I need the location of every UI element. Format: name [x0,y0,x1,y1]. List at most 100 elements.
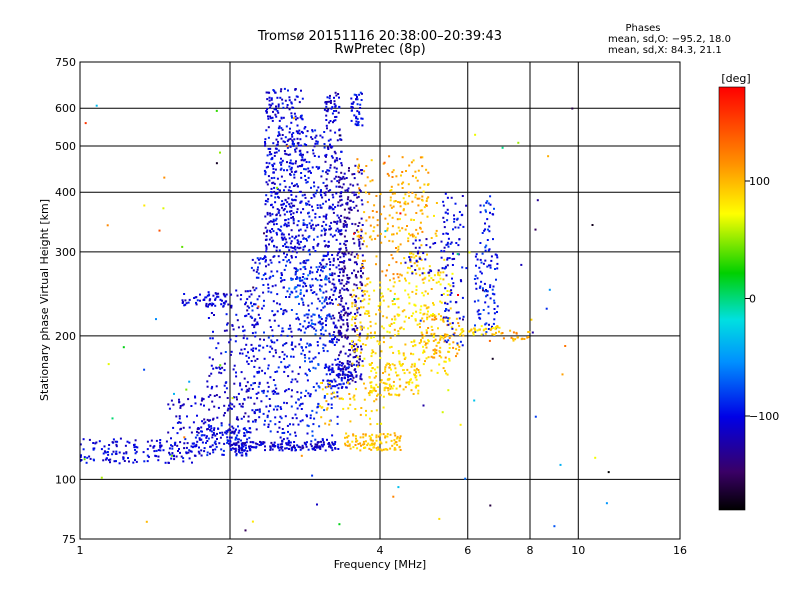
data-point [311,326,314,329]
data-point [290,166,293,169]
data-point [287,224,290,227]
data-point [365,219,368,222]
data-point [283,202,285,205]
data-point [278,421,281,423]
data-point [331,203,334,206]
data-point [245,343,248,346]
data-point [223,404,226,407]
data-point [294,413,297,416]
data-point [298,132,301,135]
data-point [414,386,417,388]
data-point [173,392,175,395]
data-point [394,318,396,321]
data-point [306,277,309,280]
data-point [561,373,564,376]
data-point [480,333,483,336]
data-point [308,368,310,371]
data-point [238,429,241,432]
data-point [355,261,358,264]
data-point [477,309,480,312]
data-point [267,117,270,120]
data-point [359,234,362,237]
data-point [83,456,86,459]
x-tick-label: 2 [227,544,234,557]
data-point [363,211,366,214]
data-point [82,448,85,451]
data-point [443,221,446,223]
data-point [268,221,271,224]
data-point [314,449,317,451]
data-point [365,414,367,417]
data-point [288,364,291,367]
data-point [303,223,306,226]
data-point [199,299,201,302]
data-point [176,421,179,424]
data-point [460,328,463,331]
data-point [293,204,296,207]
data-point [239,384,242,387]
data-point [359,190,362,193]
data-point [289,173,291,176]
data-point [266,414,269,417]
data-point [276,192,279,195]
data-point [291,142,294,145]
data-point [335,341,338,344]
data-point [203,299,206,301]
data-point [285,246,288,248]
data-point [428,279,431,282]
data-point [356,103,359,106]
data-point [329,379,332,382]
data-point [430,314,432,317]
data-point [238,403,241,406]
data-point [444,287,447,290]
data-point [325,119,328,121]
data-point [283,236,286,239]
data-point [80,454,82,457]
data-point [413,256,416,259]
data-point [359,325,362,328]
data-point [321,438,324,441]
data-point [355,295,358,298]
data-point [100,476,103,479]
data-point [318,216,321,218]
data-point [418,342,421,345]
data-point [290,190,293,193]
data-point [360,283,363,286]
data-point [460,280,463,283]
data-point [484,222,486,225]
data-point [334,206,337,209]
data-point [351,272,353,275]
data-point [328,198,330,201]
data-point [399,243,402,246]
data-point [242,330,245,333]
data-point [293,198,296,201]
data-point [271,329,274,332]
data-point [155,449,158,452]
data-point [447,339,450,342]
data-point [262,346,265,349]
data-point [263,441,266,444]
data-point [432,279,435,281]
data-point [361,254,364,257]
data-point [221,433,224,436]
data-point [375,447,378,450]
data-point [446,320,449,323]
data-point [291,370,294,373]
data-point [352,396,355,399]
data-point [201,420,204,423]
data-point [233,405,236,408]
data-point [365,191,367,194]
data-point [607,471,610,474]
data-point [294,272,297,275]
data-point [324,278,326,281]
data-point [480,261,483,264]
data-point [216,432,218,435]
data-point [344,442,346,445]
data-point [329,261,332,263]
data-point [280,88,283,91]
data-point [444,211,447,214]
data-point [306,374,309,377]
data-point [342,367,345,370]
data-point [357,307,360,310]
data-point [482,309,485,311]
